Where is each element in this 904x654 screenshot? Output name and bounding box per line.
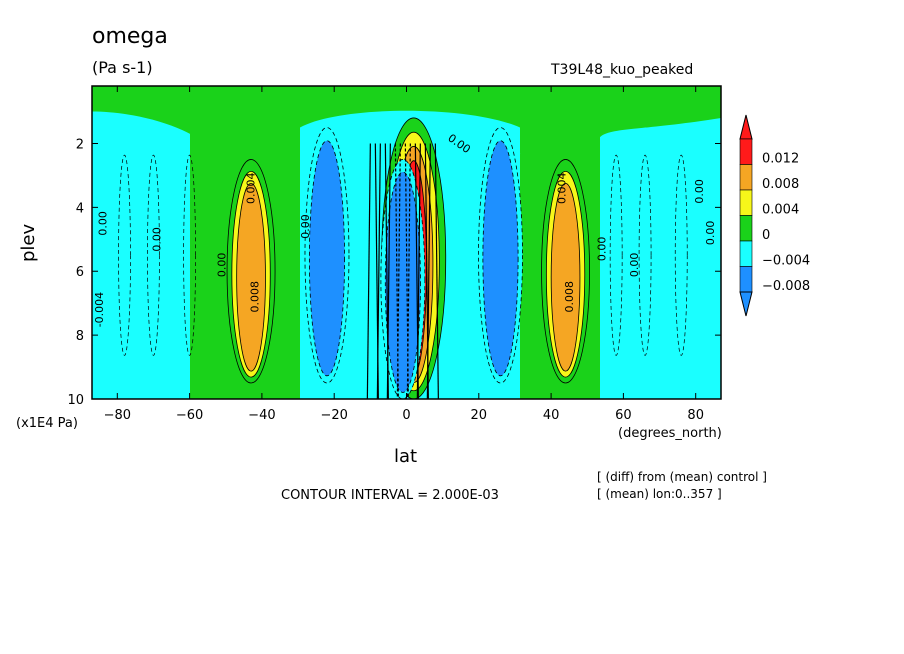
contour-label-12: 0.00: [693, 179, 706, 204]
colorbar-swatch-4: [739, 240, 753, 267]
run-label: T39L48_kuo_peaked: [551, 62, 694, 78]
field-cyan-np: [600, 143, 721, 399]
x-axis-label: lat: [394, 446, 418, 467]
contour-label-4: 0.008: [248, 281, 261, 313]
negative-cell-3-level-1: [308, 140, 345, 377]
contour-label-10: 0.00: [595, 237, 608, 262]
colorbar-swatch-5: [739, 266, 753, 293]
negative-cell-4-level-1: [482, 140, 519, 377]
x-tick-label-4: 0: [402, 408, 410, 423]
contour-label-7: -0.004: [93, 292, 106, 327]
y-tick-label-2: 6: [76, 265, 84, 280]
contour-label-9: 0.00: [216, 253, 229, 278]
x-tick-label-7: 60: [615, 408, 632, 423]
contour-label-5: 0.008: [563, 281, 576, 313]
x-tick-label-3: −20: [320, 408, 347, 423]
x-tick-label-2: −40: [248, 408, 275, 423]
polar-contour-2: [183, 154, 196, 356]
colorbar-swatch-3: [739, 215, 753, 242]
diff-note: [ (diff) from (mean) control ]: [597, 470, 767, 484]
colorbar-label-2: 0.004: [762, 203, 799, 218]
colorbar-top-arrow: [739, 114, 753, 140]
polar-contour-1: [147, 154, 160, 356]
polar-contour-5: [674, 154, 688, 356]
contour-label-0: 0.004: [245, 172, 258, 204]
equator-contour-12: [426, 143, 431, 399]
polar-contour-0: [118, 154, 131, 356]
y-tick-label-4: 10: [67, 393, 84, 408]
negative-cell-5-level-1: [384, 171, 421, 393]
contour-interval: CONTOUR INTERVAL = 2.000E-03: [281, 488, 499, 503]
y-axis-label: plev: [18, 223, 39, 262]
colorbar-label-5: −0.008: [762, 279, 810, 294]
equator-contour-0: [366, 143, 371, 399]
chart-units: (Pa s-1): [92, 58, 153, 77]
positive-cell-2-level-2: [550, 182, 581, 372]
colorbar-label-1: 0.008: [762, 177, 799, 192]
contour-label-1: 0.004: [556, 172, 569, 204]
x-tick-label-6: 40: [543, 408, 560, 423]
contour-label-2: 0.00: [151, 227, 164, 252]
polar-contour-3: [609, 154, 623, 356]
colorbar-swatch-2: [739, 189, 753, 216]
contour-label-3: 0.00: [628, 253, 641, 278]
equator-contour-8: [406, 143, 411, 399]
colorbar-label-3: 0: [762, 228, 770, 243]
colorbar-bottom-arrow: [739, 291, 753, 317]
contour-label-13: 0.00: [704, 221, 717, 246]
equator-contour-2: [376, 143, 381, 399]
colorbar-label-4: −0.004: [762, 254, 810, 269]
plot-area: 0.004 0.004 0.00 0.00 0.008 0.008 0.00 -0.004 0.…: [92, 86, 721, 399]
y-tick-label-3: 8: [76, 329, 84, 344]
colorbar-swatch-1: [739, 164, 753, 191]
colorbar-label-0: 0.012: [762, 152, 799, 167]
equator-contour-13: [434, 143, 439, 399]
x-tick-label-1: −60: [176, 408, 203, 423]
positive-cell-1-level-2: [236, 182, 266, 372]
x-tick-label-8: 80: [687, 408, 704, 423]
equator-contour-6: [396, 143, 401, 399]
equator-contour-4: [386, 143, 391, 399]
x-tick-label-0: −80: [104, 408, 131, 423]
contour-label-6: 0.00: [96, 211, 109, 236]
colorbar: 0.012 0.008 0.004 0 −0.004 −0.008: [739, 114, 810, 317]
equator-contour-10: [416, 143, 421, 399]
y-tick-label-1: 4: [76, 201, 84, 216]
contour-label-8: 0.00: [299, 214, 312, 239]
y-axis-multiplier: (x1E4 Pa): [16, 416, 78, 431]
mean-note: [ (mean) lon:0..357 ]: [597, 487, 722, 501]
polar-contour-4: [638, 154, 652, 356]
x-tick-label-5: 20: [471, 408, 488, 423]
chart-title: omega: [92, 24, 168, 49]
x-axis-units: (degrees_north): [618, 426, 722, 441]
y-tick-label-0: 2: [76, 137, 84, 152]
field-cyan-sp: [92, 143, 190, 399]
colorbar-swatch-0: [739, 138, 753, 165]
